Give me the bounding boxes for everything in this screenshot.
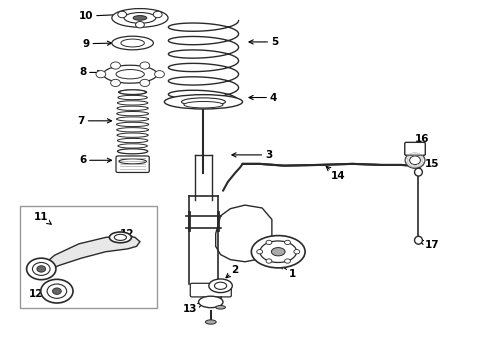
Ellipse shape	[415, 168, 422, 176]
Circle shape	[32, 262, 50, 275]
Circle shape	[136, 22, 145, 28]
Text: 5: 5	[249, 37, 278, 47]
Text: 13: 13	[183, 303, 202, 314]
Circle shape	[140, 79, 150, 86]
Circle shape	[37, 266, 46, 272]
Text: 15: 15	[419, 159, 439, 169]
Circle shape	[155, 71, 164, 78]
Text: 10: 10	[79, 11, 121, 21]
Circle shape	[257, 249, 263, 254]
FancyBboxPatch shape	[116, 156, 149, 172]
Ellipse shape	[118, 95, 147, 100]
Ellipse shape	[117, 128, 148, 132]
Ellipse shape	[181, 98, 225, 106]
Text: 11: 11	[33, 212, 51, 224]
Ellipse shape	[133, 15, 147, 20]
Circle shape	[41, 279, 73, 303]
FancyBboxPatch shape	[190, 283, 231, 297]
Ellipse shape	[114, 234, 126, 240]
Ellipse shape	[184, 102, 223, 108]
Ellipse shape	[118, 101, 148, 105]
Ellipse shape	[119, 90, 147, 94]
Ellipse shape	[112, 9, 168, 27]
Ellipse shape	[112, 36, 153, 50]
Ellipse shape	[121, 39, 145, 47]
Ellipse shape	[117, 112, 148, 116]
Circle shape	[266, 259, 272, 263]
Circle shape	[111, 62, 121, 69]
Polygon shape	[216, 205, 272, 262]
Ellipse shape	[215, 282, 227, 289]
Ellipse shape	[109, 232, 131, 243]
Circle shape	[47, 284, 67, 298]
Circle shape	[266, 240, 272, 244]
Ellipse shape	[118, 144, 147, 148]
Ellipse shape	[271, 248, 285, 256]
Text: 4: 4	[249, 93, 277, 103]
Text: 1: 1	[280, 265, 296, 279]
Ellipse shape	[117, 122, 149, 127]
Ellipse shape	[119, 149, 147, 153]
Circle shape	[153, 11, 162, 18]
Circle shape	[52, 288, 61, 294]
Circle shape	[118, 11, 126, 18]
Ellipse shape	[410, 156, 420, 165]
Circle shape	[96, 71, 106, 78]
Ellipse shape	[205, 320, 216, 324]
Text: 9: 9	[83, 39, 112, 49]
Ellipse shape	[260, 241, 296, 262]
Ellipse shape	[117, 106, 148, 111]
FancyBboxPatch shape	[405, 142, 425, 155]
Text: 14: 14	[326, 166, 345, 181]
Text: 6: 6	[79, 155, 112, 165]
Ellipse shape	[119, 159, 147, 164]
Ellipse shape	[164, 95, 243, 109]
Ellipse shape	[209, 279, 232, 293]
Ellipse shape	[251, 235, 305, 268]
Text: 17: 17	[419, 239, 439, 249]
Polygon shape	[40, 235, 140, 270]
Ellipse shape	[119, 90, 146, 94]
Circle shape	[285, 240, 291, 244]
Text: 8: 8	[79, 67, 102, 77]
Ellipse shape	[405, 152, 425, 168]
Ellipse shape	[198, 296, 223, 308]
Text: 2: 2	[226, 265, 239, 278]
Circle shape	[111, 79, 121, 86]
Ellipse shape	[124, 13, 156, 23]
Circle shape	[285, 259, 291, 263]
Ellipse shape	[116, 69, 145, 79]
Circle shape	[26, 258, 56, 280]
Text: 12: 12	[28, 289, 47, 299]
Text: 3: 3	[232, 150, 272, 160]
Bar	[20, 206, 157, 308]
Ellipse shape	[117, 133, 148, 137]
Ellipse shape	[415, 236, 422, 244]
Text: 7: 7	[77, 116, 112, 126]
Circle shape	[294, 249, 300, 254]
Circle shape	[140, 62, 150, 69]
Text: 12: 12	[116, 229, 134, 239]
Ellipse shape	[118, 149, 148, 154]
Ellipse shape	[103, 65, 157, 83]
Ellipse shape	[117, 117, 149, 121]
Ellipse shape	[216, 306, 225, 309]
Ellipse shape	[118, 138, 148, 143]
Text: 16: 16	[415, 135, 429, 144]
